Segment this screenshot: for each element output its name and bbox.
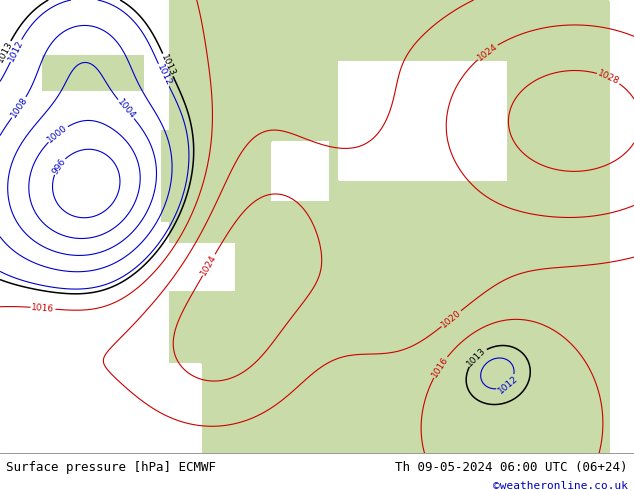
Text: 1013: 1013 (465, 345, 488, 368)
Text: 1012: 1012 (496, 373, 519, 395)
Text: Surface pressure [hPa] ECMWF: Surface pressure [hPa] ECMWF (6, 461, 216, 474)
Text: 1000: 1000 (46, 123, 70, 145)
Text: 1016: 1016 (430, 355, 450, 379)
Text: 1008: 1008 (9, 96, 29, 120)
Text: 1020: 1020 (439, 308, 463, 329)
Text: ©weatheronline.co.uk: ©weatheronline.co.uk (493, 481, 628, 490)
Text: 1028: 1028 (597, 69, 621, 87)
Text: 1013: 1013 (159, 52, 177, 77)
Text: 1004: 1004 (115, 98, 137, 121)
Text: 1024: 1024 (199, 253, 219, 277)
Text: 1012: 1012 (155, 63, 172, 87)
Text: 996: 996 (51, 157, 68, 176)
Text: 1024: 1024 (476, 42, 499, 62)
Text: 1012: 1012 (7, 38, 25, 63)
Text: 1016: 1016 (31, 303, 55, 314)
Text: Th 09-05-2024 06:00 UTC (06+24): Th 09-05-2024 06:00 UTC (06+24) (395, 461, 628, 474)
Text: 1013: 1013 (0, 40, 15, 64)
